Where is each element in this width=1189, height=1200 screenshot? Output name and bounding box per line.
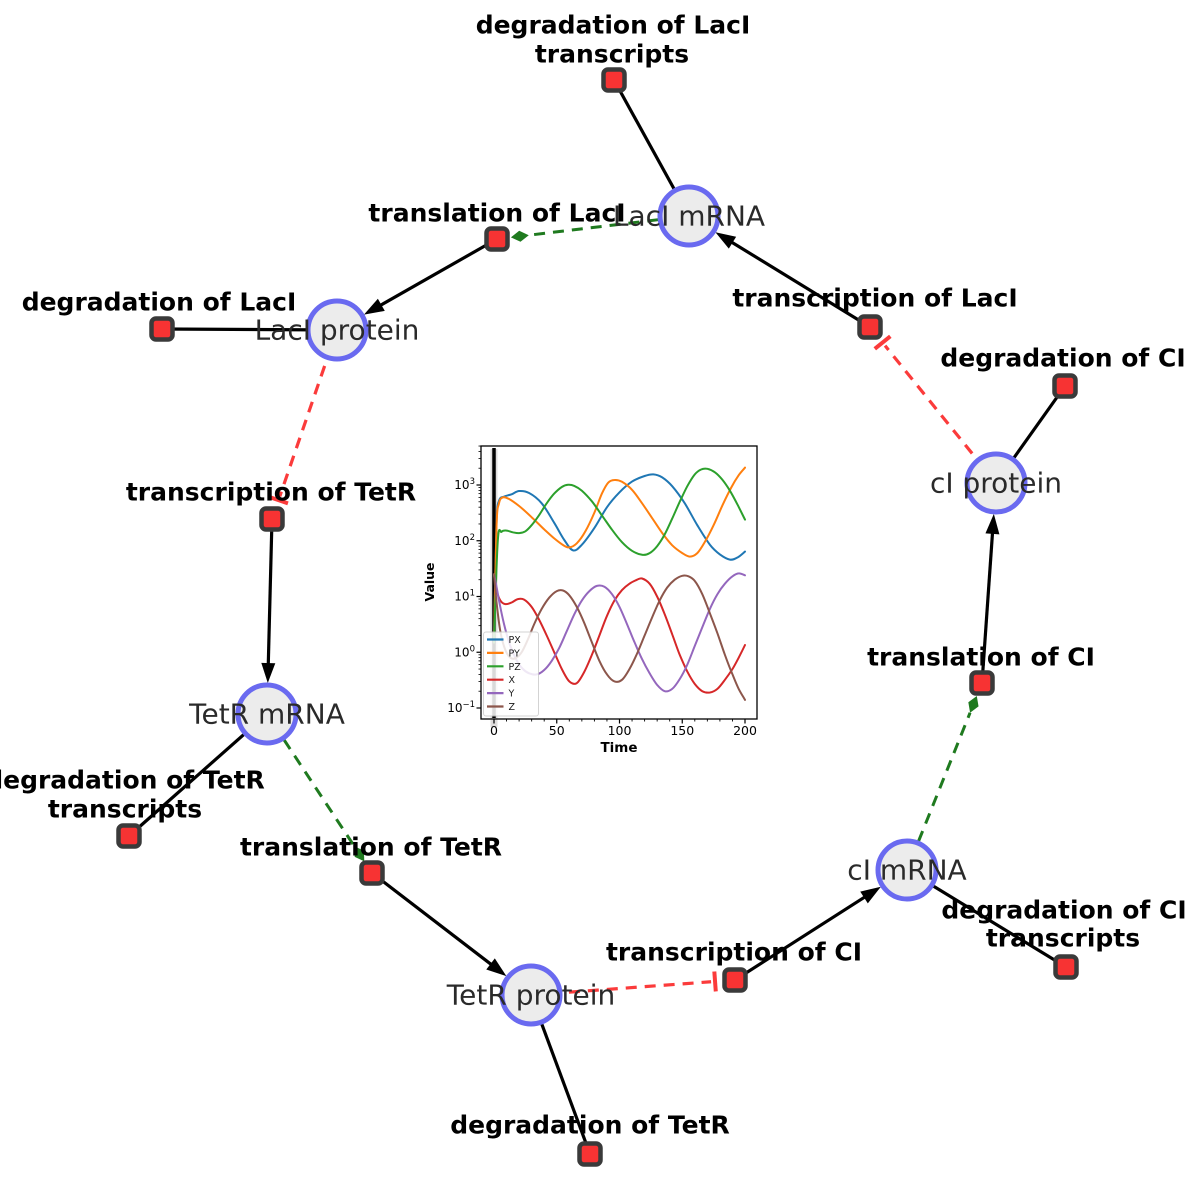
reaction-label-deg_ci: degradation of CI [940,344,1185,373]
species-node-ci_protein [964,451,1028,515]
legend-entry-Y: Y [508,689,515,700]
edge-production-transl_laci-to-laci_protein-arrowhead-icon [363,298,385,315]
edge-production-transl_ci-to-ci_protein [980,525,995,684]
edge-production-tx_tetr-to-tetr_mrna-arrowhead-icon [261,662,276,684]
x-axis-title: Time [600,740,637,756]
legend-entry-PY: PY [509,648,521,659]
species-label-tetr_mrna: TetR mRNA [188,698,345,731]
reaction-node-deg_ci [1052,373,1078,399]
reaction-label-transl_ci: translation of CI [867,643,1095,672]
reaction-label-transl_tetr: translation of TetR [240,833,502,862]
edge-production-transl_tetr-to-tetr_protein [371,871,498,971]
edge-inhibition-laci_protein-to-tx_tetr-tee-icon [268,494,289,506]
species-label-laci_mrna: LacI mRNA [613,200,765,233]
reaction-nodes-layer [116,67,1079,1167]
y-axis-title: Value [422,562,437,601]
legend-entry-PZ: PZ [509,662,522,673]
reaction-node-tx_laci [857,314,883,340]
series-curve-PZ [493,467,746,644]
y-axis-tick-label: 10−1 [447,700,475,715]
reaction-node-tx_ci [722,967,748,993]
edge-production-tx_ci-to-ci_mrna [734,891,872,982]
reaction-label-deg_ci_tx: transcripts [986,924,1140,953]
legend-entry-Z: Z [509,702,516,713]
reaction-label-tx_tetr: transcription of TetR [126,478,416,507]
reaction-label-deg_laci: degradation of LacI [22,288,297,317]
edge-catalysis-tetr_mrna-to-transl_tetr-diamond-icon [354,846,365,862]
reaction-label-deg_tetr_tx: degradation of TetR [0,766,265,795]
species-node-ci_mrna [875,838,939,902]
legend-entry-PX: PX [509,635,522,646]
reaction-label-deg_ci_tx: degradation of CI [941,896,1186,925]
labels-layer: degradation of LacItranscriptstranslatio… [0,11,1187,1140]
x-axis-tick-label: 100 [608,723,632,738]
y-axis-tick-label: 102 [454,533,475,548]
edge-inhibition-ci_protein-to-tx_laci-tee-icon [873,334,892,351]
edge-catalysis-tetr_mrna-to-transl_tetr [282,739,356,848]
species-label-tetr_protein: TetR protein [446,979,615,1012]
edge-inhibition-tetr_protein-to-tx_ci-tee-icon [712,971,718,992]
reaction-node-deg_ci_tx [1053,954,1079,980]
x-axis-tick-label: 150 [670,723,694,738]
species-node-tetr_protein [499,963,563,1027]
reaction-label-deg_tetr: degradation of TetR [450,1111,730,1140]
edge-production-transl_tetr-to-tetr_protein-arrowhead-icon [486,958,507,977]
reaction-label-deg_tetr_tx: transcripts [48,795,202,824]
reaction-label-transl_laci: translation of LacI [368,199,625,228]
reaction-node-deg_tetr_tx [116,823,142,849]
x-axis-tick-label: 50 [549,723,565,738]
reaction-node-transl_tetr [359,860,385,886]
species-label-ci_mrna: cI mRNA [847,854,966,887]
reaction-node-transl_laci [484,226,510,252]
series-curve-PY [493,466,746,644]
species-node-laci_mrna [657,184,721,248]
species-node-tetr_mrna [235,682,299,746]
edge-production-tx_ci-to-ci_mrna-arrowhead-icon [860,886,881,904]
reaction-label-tx_ci: transcription of CI [606,938,862,967]
species-nodes-layer [235,184,1028,1027]
timeseries-plot: 0 50 100 150 200 103 102 101 100 10−1 Time Value PX P… [422,445,758,756]
y-axis-tick-label: 103 [454,477,475,492]
edge-catalysis-laci_mrna-to-transl_laci-diamond-icon [510,230,529,242]
x-axis-tick-label: 0 [490,723,498,738]
species-node-laci_protein [305,298,369,362]
edge-catalysis-ci_mrna-to-transl_ci-diamond-icon [968,695,979,713]
reaction-node-transl_ci [969,670,995,696]
edge-catalysis-laci_mrna-to-transl_laci [528,218,659,237]
legend-entry-X: X [509,675,516,686]
y-axis-tick-label: 101 [454,589,475,604]
edge-production-transl_laci-to-laci_protein [373,237,498,311]
reaction-node-tx_tetr [259,506,285,532]
reaction-node-deg_laci [149,316,175,342]
reaction-node-deg_laci_tx [601,67,627,93]
reaction-label-deg_laci_tx: degradation of LacI [476,11,751,40]
edge-production-transl_ci-to-ci_protein-arrowhead-icon [985,513,1000,535]
species-label-ci_protein: cI protein [930,467,1062,500]
edge-production-tx_tetr-to-tetr_mrna [266,518,274,672]
reaction-node-deg_tetr [577,1141,603,1167]
edge-production-tx_laci-to-laci_mrna-arrowhead-icon [715,232,737,249]
x-axis-tick-label: 200 [733,723,757,738]
edge-catalysis-ci_mrna-to-transl_ci [917,712,972,842]
reaction-label-tx_laci: transcription of LacI [732,284,1017,313]
edge-production-tx_laci-to-laci_mrna [724,237,871,329]
species-label-laci_protein: LacI protein [255,314,420,347]
series-curve-X [493,573,746,694]
reaction-label-deg_laci_tx: transcripts [535,40,689,69]
y-axis-tick-label: 100 [454,644,475,659]
series-curve-PX [493,473,746,644]
